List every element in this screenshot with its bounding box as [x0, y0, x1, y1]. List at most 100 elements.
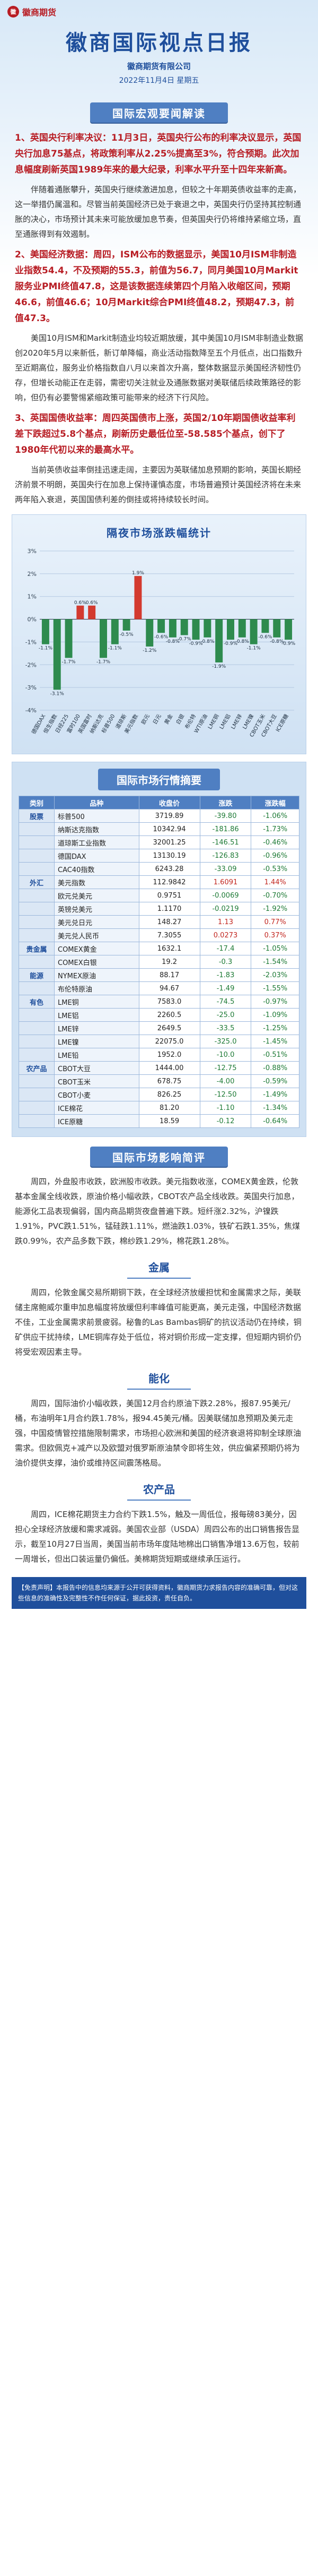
cell-category: 能源 — [19, 968, 55, 982]
bar — [41, 619, 49, 644]
bar — [157, 619, 165, 633]
data-label: -3.1% — [50, 691, 65, 696]
cell-category — [19, 1088, 55, 1101]
table-row: LME镍 22075.0 -325.0 -1.45% — [19, 1035, 299, 1048]
cell-change: -17.4 — [199, 942, 252, 955]
data-label: 0.6% — [86, 600, 98, 606]
energy-text: 周四，国际油价小幅收跌，美国12月合约原油下跌2.28%，报87.95美元/桶，… — [15, 1399, 302, 1468]
y-tick-label: -4% — [25, 707, 37, 714]
bar — [215, 619, 223, 662]
cell-category — [19, 849, 55, 863]
table-row: 纳斯达克指数 10342.94 -181.86 -1.73% — [19, 822, 299, 836]
cell-close: 6243.28 — [138, 862, 200, 876]
table-row: 德国DAX 13130.19 -126.83 -0.96% — [19, 849, 299, 863]
cell-name: 美元兑人民币 — [54, 928, 139, 942]
table-row: COMEX白银 19.2 -0.3 -1.54% — [19, 955, 299, 969]
metals-divider — [127, 1278, 191, 1279]
cell-name: LME铅 — [54, 1048, 139, 1062]
cell-pct: 1.44% — [251, 875, 299, 889]
bar — [238, 619, 246, 637]
chart-title: 隔夜市场涨跌幅统计 — [107, 527, 211, 539]
x-tick-label: 日元 — [152, 713, 163, 726]
energy-heading: 能化 — [148, 1372, 170, 1385]
cell-pct: -1.45% — [251, 1035, 299, 1048]
cell-name: LME铜 — [54, 995, 139, 1009]
table-row: CAC40指数 6243.28 -33.09 -0.53% — [19, 862, 299, 876]
comment-summary: 周四，外盘股市收跌，欧洲股市收跌。美元指数收涨，COMEX黄金跌，伦敦基本金属全… — [15, 1177, 301, 1246]
bar — [261, 619, 269, 633]
cell-name: LME锌 — [54, 1021, 139, 1035]
y-tick-label: 3% — [28, 548, 37, 555]
logo-mark: 徽 — [7, 6, 19, 18]
cell-pct: -1.34% — [251, 1101, 299, 1115]
macro-item-1-para: 伴随着通胀攀升，英国央行继续激进加息，但较之十年期英债收益率的走高，这一举措仍属… — [15, 185, 302, 239]
data-label: -1.2% — [143, 648, 157, 653]
cell-pct: 0.37% — [251, 928, 299, 942]
cell-pct: -1.92% — [251, 902, 299, 916]
table-row: ICE棉花 81.20 -1.10 -1.34% — [19, 1101, 299, 1115]
cell-pct: -0.88% — [251, 1061, 299, 1075]
cell-category — [19, 1008, 55, 1022]
cell-category — [19, 889, 55, 902]
cell-pct: -2.03% — [251, 968, 299, 982]
metals-text: 周四，伦敦金属交易所期铜下跌，在全球经济放缓担忧和金属需求之际，美联储主席鲍威尔… — [15, 1288, 302, 1357]
table-row: 贵金属 COMEX黄金 1632.1 -17.4 -1.05% — [19, 942, 299, 955]
header-close: 收盘价 — [138, 796, 200, 809]
cell-close: 678.75 — [138, 1074, 200, 1088]
cell-pct: -0.70% — [251, 889, 299, 902]
bar — [285, 619, 293, 640]
y-tick-label: -2% — [25, 661, 37, 668]
agri-text: 周四，ICE棉花期货主力合约下跌1.5%，触及一周低位，报每磅83美分，因担心全… — [15, 1510, 300, 1564]
y-tick-label: 0% — [28, 616, 37, 623]
cell-pct: -1.49% — [251, 1088, 299, 1101]
cell-name: COMEX黄金 — [54, 942, 139, 955]
x-tick-label: 白银 — [174, 713, 186, 726]
comment-block: 周四，外盘股市收跌，欧洲股市收跌。美元指数收涨，COMEX黄金跌，伦敦基本金属全… — [15, 1174, 303, 1566]
table-row: 道琼斯工业指数 32001.25 -146.51 -0.46% — [19, 835, 299, 849]
cell-change: -12.75 — [199, 1061, 252, 1075]
agri-divider — [127, 1500, 191, 1501]
cell-change: 1.6091 — [199, 875, 252, 889]
cell-pct: -1.55% — [251, 981, 299, 995]
header-name: 品种 — [54, 796, 139, 809]
cell-pct: -1.09% — [251, 1008, 299, 1022]
cell-close: 2649.5 — [138, 1021, 200, 1035]
cell-close: 0.9751 — [138, 889, 200, 902]
cell-category — [19, 1021, 55, 1035]
cell-close: 19.2 — [138, 955, 200, 969]
x-tick-label: LME铜 — [207, 713, 220, 730]
cell-close: 3719.89 — [138, 809, 200, 823]
cell-change: -12.50 — [199, 1088, 252, 1101]
cell-close: 88.17 — [138, 968, 200, 982]
data-label: -1.7% — [96, 659, 111, 665]
cell-change: -1.49 — [199, 981, 252, 995]
cell-change: -0.0219 — [199, 902, 252, 916]
cell-pct: -0.53% — [251, 862, 299, 876]
cell-change: -126.83 — [199, 849, 252, 863]
cell-change: 0.0273 — [199, 928, 252, 942]
bar — [111, 619, 119, 644]
cell-pct: -0.59% — [251, 1074, 299, 1088]
cell-category: 农产品 — [19, 1061, 55, 1075]
cell-close: 1.1170 — [138, 902, 200, 916]
data-label: -0.8% — [270, 639, 284, 644]
cell-close: 1444.00 — [138, 1061, 200, 1075]
cell-pct: -0.96% — [251, 849, 299, 863]
cell-change: -1.10 — [199, 1101, 252, 1115]
cell-name: CAC40指数 — [54, 862, 139, 876]
cell-category: 股票 — [19, 809, 55, 823]
macro-item-3-para: 当前英债收益率倒挂迅速走阔，主要因为英联储加息预期的影响，英国长期经济前景不明朗… — [15, 465, 302, 504]
table-row: LME锌 2649.5 -33.5 -1.25% — [19, 1021, 299, 1035]
cell-change: -325.0 — [199, 1035, 252, 1048]
header-change: 涨跌 — [199, 796, 252, 809]
macro-item-2-lead: 2、美国经济数据：周四，ISM公布的数据显示，美国10月ISM非制造业指数54.… — [15, 249, 298, 324]
cell-name: 美元兑日元 — [54, 915, 139, 929]
bar — [273, 619, 281, 637]
cell-close: 32001.25 — [138, 835, 200, 849]
cell-pct: -0.64% — [251, 1114, 299, 1128]
cell-change: -146.51 — [199, 835, 252, 849]
cell-change: -25.0 — [199, 1008, 252, 1022]
data-label: -0.8% — [235, 639, 250, 644]
cell-pct: -1.54% — [251, 955, 299, 969]
